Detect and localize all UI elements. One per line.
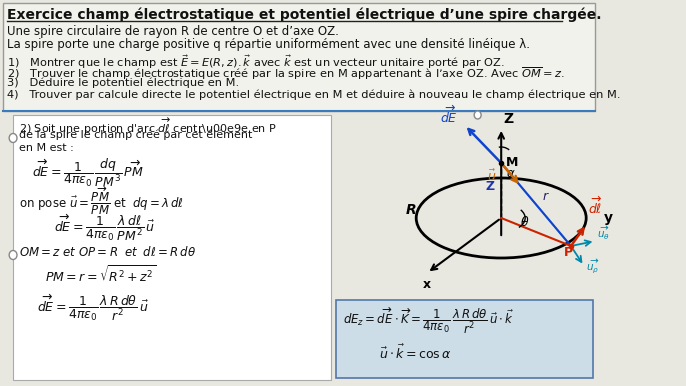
Text: $\overrightarrow{u_\theta}$: $\overrightarrow{u_\theta}$: [597, 224, 610, 242]
Circle shape: [9, 134, 17, 142]
Text: $\overrightarrow{u_\rho}$: $\overrightarrow{u_\rho}$: [586, 257, 599, 275]
Text: 3)   Déduire le potentiel électrique en M.: 3) Déduire le potentiel électrique en M.: [7, 77, 239, 88]
Text: on pose $\vec{u} = \dfrac{\overrightarrow{PM}}{PM}$ et $\;dq = \lambda\, d\ell$: on pose $\vec{u} = \dfrac{\overrightarro…: [19, 185, 184, 217]
Text: $\alpha$: $\alpha$: [506, 167, 516, 180]
Text: P: P: [564, 246, 573, 259]
Text: $\theta$: $\theta$: [521, 215, 530, 229]
Text: Exercice champ électrostatique et potentiel électrique d’une spire chargée.: Exercice champ électrostatique et potent…: [7, 7, 602, 22]
Text: y: y: [604, 211, 613, 225]
Circle shape: [474, 111, 481, 119]
Text: Z: Z: [504, 112, 514, 126]
Text: 2) Soit une portion d'arc $\overrightarrow{d\ell}$ centr\u00e9e en P: 2) Soit une portion d'arc $\overrightarr…: [19, 117, 277, 137]
Text: 4)   Trouver par calcule directe le potentiel électrique en M et déduire à nouve: 4) Trouver par calcule directe le potent…: [7, 89, 620, 100]
Text: r: r: [543, 190, 548, 203]
Text: Z: Z: [486, 180, 495, 193]
Bar: [13, 115, 331, 380]
Text: de la spire le champ créé par cet élément: de la spire le champ créé par cet élémen…: [19, 130, 252, 141]
Text: x: x: [423, 278, 431, 291]
Text: $\overrightarrow{dE} = \dfrac{1}{4\pi\varepsilon_0}\, \dfrac{\lambda\, R\, d\the: $\overrightarrow{dE} = \dfrac{1}{4\pi\va…: [36, 292, 148, 323]
Text: La spire porte une charge positive q répartie uniformément avec une densité liné: La spire porte une charge positive q rép…: [7, 38, 530, 51]
Text: $\overrightarrow{d\ell}$: $\overrightarrow{d\ell}$: [589, 196, 603, 217]
Text: Une spire circulaire de rayon R de centre O et d’axe OZ.: Une spire circulaire de rayon R de centr…: [7, 25, 339, 38]
Text: M: M: [506, 156, 518, 169]
Text: en M est :: en M est :: [19, 143, 74, 153]
Text: 1)   Montrer que le champ est $\vec{E} = E(R, z).\vec{k}$ avec $\vec{k}$ est un : 1) Montrer que le champ est $\vec{E} = E…: [7, 53, 505, 71]
Text: $\overrightarrow{dE}$: $\overrightarrow{dE}$: [440, 105, 458, 126]
Text: $PM = r = \sqrt{R^2 + z^2}$: $PM = r = \sqrt{R^2 + z^2}$: [45, 265, 156, 286]
Text: $\overrightarrow{dE} = \dfrac{1}{4\pi\varepsilon_0}\, \dfrac{\lambda\, d\ell}{PM: $\overrightarrow{dE} = \dfrac{1}{4\pi\va…: [54, 212, 155, 243]
Text: $dE_z = \overrightarrow{dE}\cdot\overrightarrow{K} = \dfrac{1}{4\pi\varepsilon_0: $dE_z = \overrightarrow{dE}\cdot\overrig…: [342, 306, 514, 336]
Bar: [335, 300, 593, 378]
Text: $\overrightarrow{dE} = \dfrac{1}{4\pi\varepsilon_0}\, \dfrac{dq}{PM^3}\, \overri: $\overrightarrow{dE} = \dfrac{1}{4\pi\va…: [32, 157, 144, 189]
Text: $\vec{u}$: $\vec{u}$: [487, 169, 497, 184]
Bar: [3, 3, 595, 111]
Text: $\vec{u}\cdot\vec{k} = \cos\alpha$: $\vec{u}\cdot\vec{k} = \cos\alpha$: [379, 344, 451, 362]
Text: $OM = z$ et $OP = R\;$ et $\;d\ell = R\,d\theta$: $OM = z$ et $OP = R\;$ et $\;d\ell = R\,…: [19, 245, 196, 259]
Text: R: R: [406, 203, 417, 217]
Text: 2)   Trouver le champ électrostatique créé par la spire en M appartenant à l’axe: 2) Trouver le champ électrostatique créé…: [7, 65, 565, 82]
Circle shape: [9, 251, 17, 259]
